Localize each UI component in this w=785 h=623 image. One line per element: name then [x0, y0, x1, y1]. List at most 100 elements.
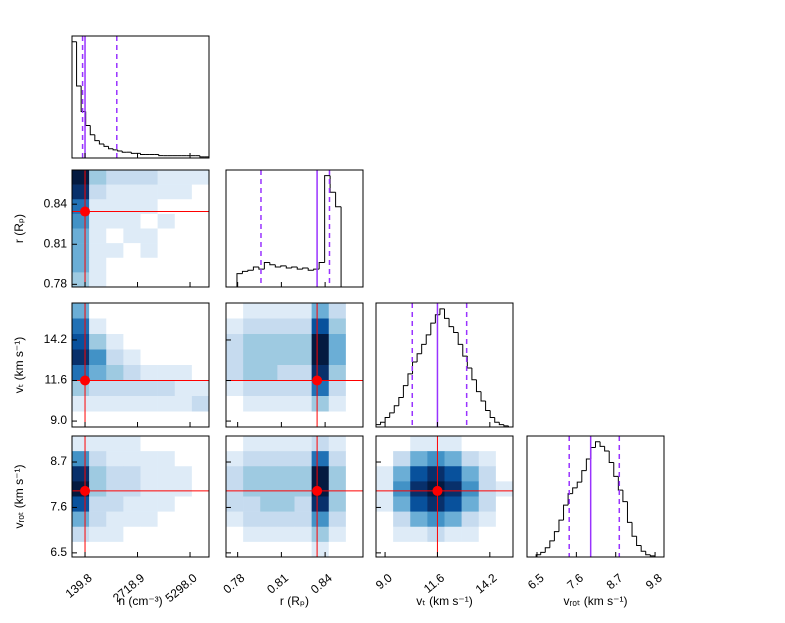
hist-bin: [649, 554, 655, 557]
density-cell: [243, 349, 261, 366]
density-cell: [328, 451, 347, 467]
hist-bin: [94, 134, 100, 142]
density-cell: [376, 526, 394, 543]
x-tick-label: 11.6: [421, 571, 447, 596]
density-cell: [277, 303, 295, 319]
density-cell: [495, 466, 514, 482]
density-cell: [393, 526, 411, 543]
x-tick-label: 0.84: [308, 571, 335, 597]
density-cell: [277, 496, 295, 512]
density-cell: [89, 228, 107, 244]
density-cell: [106, 334, 124, 350]
density-cell: [123, 481, 141, 497]
hist-bin: [416, 353, 422, 363]
density-cell: [140, 365, 158, 381]
density-cell: [123, 396, 141, 412]
hist-bin: [425, 334, 431, 345]
density-cell: [345, 541, 364, 558]
panel-frame: [526, 435, 665, 558]
hist-bin: [604, 446, 610, 452]
density-cell: [243, 303, 261, 319]
density-cell: [174, 199, 193, 215]
hist-bin: [608, 450, 614, 464]
hist-bin: [498, 422, 504, 426]
hist-bin: [544, 547, 550, 553]
density-cell: [226, 380, 244, 397]
density-cell: [123, 334, 141, 350]
hist-bin: [553, 531, 559, 541]
density-cell: [72, 396, 90, 412]
density-cell: [260, 365, 278, 381]
density-cell: [191, 411, 210, 428]
density-cell: [260, 496, 278, 512]
density-cell: [140, 411, 158, 428]
density-cell: [260, 411, 278, 428]
density-cell: [89, 213, 107, 229]
density-cell: [72, 184, 90, 200]
density-cell: [191, 303, 210, 319]
density-cell: [243, 541, 261, 558]
hist-bin: [393, 405, 399, 413]
hist-bin: [549, 540, 555, 548]
density-cell: [174, 365, 193, 381]
density-cell: [72, 511, 90, 528]
density-cell: [191, 466, 210, 482]
panel-frame: [375, 302, 514, 428]
density-cell: [72, 436, 90, 452]
density-cell: [328, 349, 347, 366]
hist-bin: [329, 175, 336, 193]
density-cell: [72, 303, 90, 319]
density-cell: [123, 228, 141, 244]
density-cell: [495, 451, 514, 467]
density-cell: [311, 396, 330, 412]
density-cell: [328, 396, 347, 412]
x-tick-label: 9.0: [373, 571, 395, 593]
density-cell: [260, 511, 278, 528]
density-cell: [140, 199, 158, 215]
density-cell: [243, 334, 261, 350]
density-cell: [311, 496, 330, 512]
hist-bin: [335, 192, 342, 208]
hist-bin: [480, 391, 486, 402]
density-cell: [157, 466, 176, 482]
hist-bin: [318, 261, 325, 270]
density-cell: [140, 257, 158, 273]
x-tick-label: 8.7: [604, 571, 626, 593]
hist-bin: [76, 41, 82, 87]
density-cell: [140, 243, 158, 259]
density-cell: [328, 466, 347, 482]
density-cell: [243, 451, 261, 467]
density-cell: [72, 170, 90, 185]
density-cell: [106, 349, 124, 366]
hist-bin: [640, 545, 646, 552]
density-cell: [277, 451, 295, 467]
density-cell: [328, 334, 347, 350]
y-tick-label: 0.81: [44, 236, 68, 250]
density-cell: [444, 511, 462, 528]
density-cell: [89, 334, 107, 350]
hist-bin: [434, 314, 440, 324]
hist-bin: [572, 487, 578, 494]
density-cell: [106, 228, 124, 244]
density-cell: [123, 496, 141, 512]
hist-bin: [466, 356, 472, 369]
x-tick-label: 14.2: [473, 571, 500, 597]
density-cell: [345, 396, 364, 412]
density-cell: [89, 436, 107, 452]
density-cell: [260, 303, 278, 319]
density-cell: [140, 451, 158, 467]
density-cell: [410, 466, 428, 482]
density-cell: [328, 436, 347, 452]
density-cell: [294, 318, 312, 335]
density-cell: [191, 170, 210, 185]
density-cell: [191, 481, 210, 497]
panel-frame: [71, 35, 210, 159]
density-cell: [444, 496, 462, 512]
density-cell: [123, 257, 141, 273]
hist-bin: [103, 144, 109, 147]
panel-frame: [71, 169, 210, 288]
density-cell: [157, 396, 176, 412]
density-cell: [226, 526, 244, 543]
density-cell: [123, 466, 141, 482]
